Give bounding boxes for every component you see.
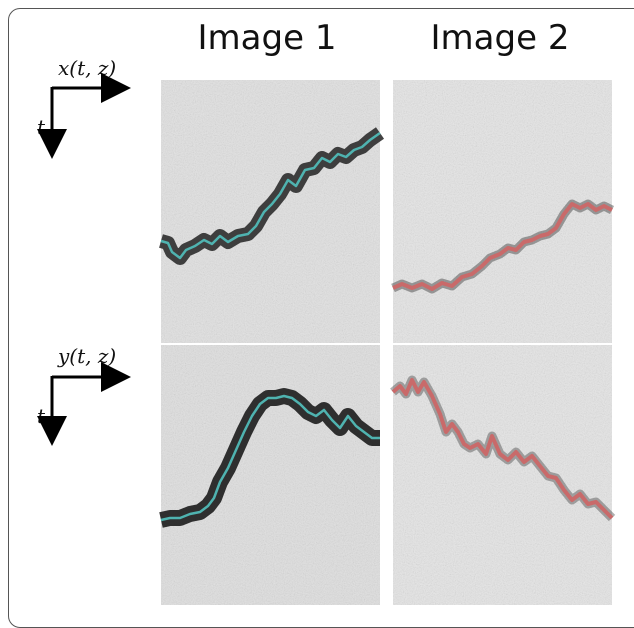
trace-image2-x [392,202,613,291]
ridge-image2-x [391,199,615,294]
title-image-2: Image 2 [430,18,570,58]
trace-image2-y [391,378,614,520]
axes-arrows-bottom [37,362,131,446]
figure-canvas [37,73,616,605]
panel-image2-y [393,345,612,605]
panel-image1-y [161,345,380,605]
ridge-image1-x [159,127,385,265]
panel-image2-x [393,80,612,343]
trace-image1-y [160,394,380,522]
ridge-image2-y [390,375,616,522]
axes-arrows-top [37,73,131,159]
axis-label-t-top: t [37,115,46,139]
ridge-image1-y [159,388,380,528]
title-image-1: Image 1 [197,18,337,58]
panel-image1-x [161,80,380,343]
trace-image1-x [160,131,381,260]
